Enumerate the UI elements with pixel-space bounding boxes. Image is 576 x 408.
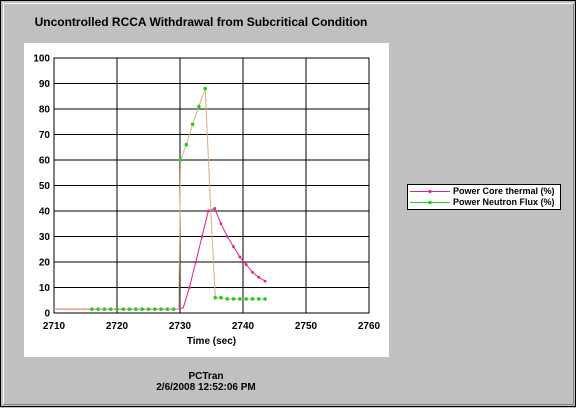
series-1 (54, 86, 267, 311)
chart-window-bevel (3, 3, 574, 405)
data-point-0 (206, 209, 210, 213)
data-point-1 (96, 307, 100, 311)
grid-lines (53, 57, 370, 314)
series-line-0 (54, 207, 266, 310)
y-tick-label: 100 (33, 54, 50, 65)
x-tick-label: 2740 (232, 321, 255, 332)
data-point-0 (188, 286, 191, 289)
data-point-1 (127, 307, 132, 311)
data-point-1 (146, 307, 151, 311)
legend-swatch-neutron-flux (410, 200, 450, 205)
data-point-1 (178, 158, 183, 162)
y-tick-label: 90 (39, 79, 51, 90)
data-point-1 (256, 297, 261, 301)
data-point-0 (194, 260, 198, 264)
data-point-1 (108, 307, 113, 311)
legend-label-neutron-flux: Power Neutron Flux (%) (453, 197, 555, 207)
plot-area-frame (53, 57, 370, 314)
data-point-1 (203, 86, 207, 91)
data-point-1 (219, 295, 223, 300)
x-tick-label: 2750 (295, 321, 318, 332)
data-point-1 (115, 307, 119, 311)
series-layer (54, 86, 267, 311)
y-tick-label: 50 (39, 181, 51, 192)
y-tick-label: 30 (39, 232, 51, 243)
plot-panel (24, 43, 389, 357)
data-point-1 (190, 122, 195, 127)
data-point-1 (244, 297, 248, 301)
y-tick-label: 60 (39, 156, 51, 167)
x-tick-labels: 2710 2720 2730 2740 2750 2760 (43, 321, 381, 332)
y-tick-label: 20 (39, 258, 51, 269)
legend-label-core-thermal: Power Core thermal (%) (453, 186, 555, 196)
legend-item-neutron-flux: Power Neutron Flux (%) (408, 197, 560, 208)
data-point-0 (219, 222, 223, 226)
data-point-1 (263, 297, 267, 301)
data-point-0 (244, 263, 248, 266)
footer-app-name: PCTran (188, 371, 224, 382)
data-point-1 (134, 307, 138, 311)
data-point-1 (171, 307, 176, 311)
y-tick-label: 10 (39, 283, 51, 294)
chart-title: Uncontrolled RCCA Withdrawal from Subcri… (34, 15, 368, 29)
data-point-0 (263, 279, 267, 283)
data-point-1 (121, 307, 126, 311)
x-tick-label: 2730 (169, 321, 192, 332)
x-tick-label: 2710 (43, 321, 66, 332)
x-tick-label: 2720 (106, 321, 129, 332)
x-axis-label: Time (sec) (187, 336, 236, 347)
y-tick-label: 0 (44, 309, 50, 320)
y-tick-labels: 0 10 20 30 40 50 60 70 80 90 100 (33, 54, 50, 320)
data-point-1 (159, 307, 163, 311)
data-point-0 (225, 235, 229, 238)
data-point-1 (140, 307, 144, 311)
data-point-0 (257, 275, 261, 279)
data-point-1 (102, 307, 107, 311)
data-point-0 (213, 207, 217, 210)
x-tick-label: 2760 (358, 321, 381, 332)
y-tick-label: 70 (39, 130, 51, 141)
data-point-1 (238, 297, 242, 301)
data-point-1 (90, 307, 94, 311)
data-point-0 (232, 245, 235, 249)
data-point-1 (165, 307, 170, 311)
y-tick-label: 40 (39, 207, 51, 218)
data-point-1 (184, 142, 189, 147)
footer-timestamp: 2/6/2008 12:52:06 PM (156, 382, 256, 393)
data-point-0 (238, 255, 242, 259)
legend-item-core-thermal: Power Core thermal (%) (408, 186, 560, 197)
y-tick-label: 80 (39, 105, 51, 116)
data-point-1 (213, 295, 218, 300)
data-point-0 (251, 270, 254, 274)
data-point-1 (225, 297, 230, 301)
data-point-0 (200, 235, 204, 238)
data-point-1 (153, 307, 157, 311)
legend-swatch-core-thermal (410, 189, 450, 194)
legend: Power Core thermal (%) Power Neutron Flu… (407, 184, 561, 210)
data-point-1 (197, 104, 201, 109)
series-0 (54, 207, 267, 310)
data-point-1 (231, 297, 236, 301)
series-line-1 (54, 88, 266, 310)
data-point-1 (250, 297, 255, 301)
